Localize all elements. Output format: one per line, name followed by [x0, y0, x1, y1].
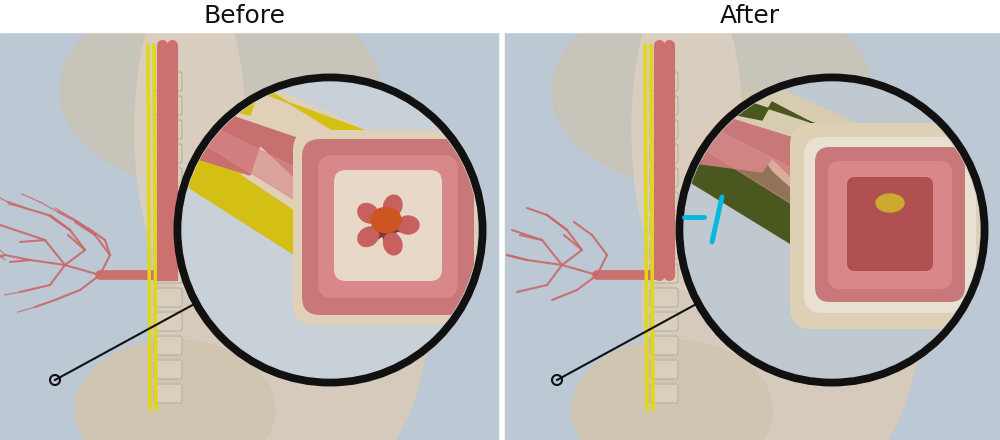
FancyBboxPatch shape [650, 360, 678, 379]
FancyBboxPatch shape [154, 72, 182, 91]
Bar [0, 32, 502, 440]
Polygon shape [190, 50, 410, 310]
FancyBboxPatch shape [154, 264, 182, 283]
FancyBboxPatch shape [154, 192, 182, 211]
Ellipse shape [632, 0, 742, 290]
Bar [502, 32, 1000, 440]
Circle shape [177, 77, 483, 383]
Polygon shape [200, 120, 390, 258]
FancyBboxPatch shape [790, 123, 990, 329]
Ellipse shape [384, 233, 402, 255]
Ellipse shape [876, 194, 904, 212]
Polygon shape [687, 105, 912, 295]
FancyBboxPatch shape [650, 96, 678, 115]
FancyBboxPatch shape [154, 384, 182, 403]
Text: Before: Before [204, 4, 286, 28]
FancyBboxPatch shape [154, 312, 182, 331]
FancyBboxPatch shape [293, 130, 483, 325]
FancyBboxPatch shape [847, 177, 933, 271]
FancyBboxPatch shape [650, 336, 678, 355]
Polygon shape [687, 82, 912, 175]
Polygon shape [702, 122, 897, 270]
FancyBboxPatch shape [650, 264, 678, 283]
Ellipse shape [75, 340, 275, 440]
Polygon shape [185, 100, 405, 280]
Bar [0, 0, 1000, 32]
Polygon shape [185, 65, 405, 175]
FancyBboxPatch shape [650, 288, 678, 307]
FancyBboxPatch shape [334, 170, 442, 281]
FancyBboxPatch shape [154, 336, 182, 355]
FancyBboxPatch shape [804, 137, 976, 313]
FancyBboxPatch shape [154, 360, 182, 379]
FancyBboxPatch shape [650, 216, 678, 235]
Text: After: After [720, 4, 780, 28]
Circle shape [679, 77, 985, 383]
Ellipse shape [371, 208, 401, 232]
Ellipse shape [552, 0, 872, 190]
FancyBboxPatch shape [815, 147, 965, 302]
Ellipse shape [135, 0, 245, 290]
Polygon shape [687, 158, 912, 318]
FancyBboxPatch shape [828, 161, 952, 289]
Ellipse shape [358, 227, 379, 246]
FancyBboxPatch shape [318, 155, 458, 298]
Polygon shape [692, 50, 917, 310]
FancyBboxPatch shape [650, 168, 678, 187]
FancyBboxPatch shape [154, 168, 182, 187]
FancyBboxPatch shape [650, 240, 678, 259]
FancyBboxPatch shape [650, 384, 678, 403]
FancyBboxPatch shape [650, 312, 678, 331]
FancyBboxPatch shape [650, 120, 678, 139]
Circle shape [182, 82, 478, 378]
Ellipse shape [384, 195, 402, 217]
FancyBboxPatch shape [154, 240, 182, 259]
FancyBboxPatch shape [154, 288, 182, 307]
FancyBboxPatch shape [650, 192, 678, 211]
FancyBboxPatch shape [650, 72, 678, 91]
FancyBboxPatch shape [154, 216, 182, 235]
Polygon shape [363, 198, 414, 252]
Ellipse shape [60, 0, 380, 190]
FancyBboxPatch shape [154, 120, 182, 139]
Ellipse shape [358, 204, 379, 223]
FancyBboxPatch shape [154, 96, 182, 115]
Ellipse shape [397, 216, 419, 234]
Ellipse shape [572, 340, 772, 440]
FancyBboxPatch shape [154, 144, 182, 163]
Ellipse shape [150, 85, 430, 440]
Ellipse shape [642, 85, 922, 440]
FancyBboxPatch shape [302, 139, 474, 315]
FancyBboxPatch shape [650, 144, 678, 163]
Polygon shape [185, 150, 405, 325]
Circle shape [684, 82, 980, 378]
